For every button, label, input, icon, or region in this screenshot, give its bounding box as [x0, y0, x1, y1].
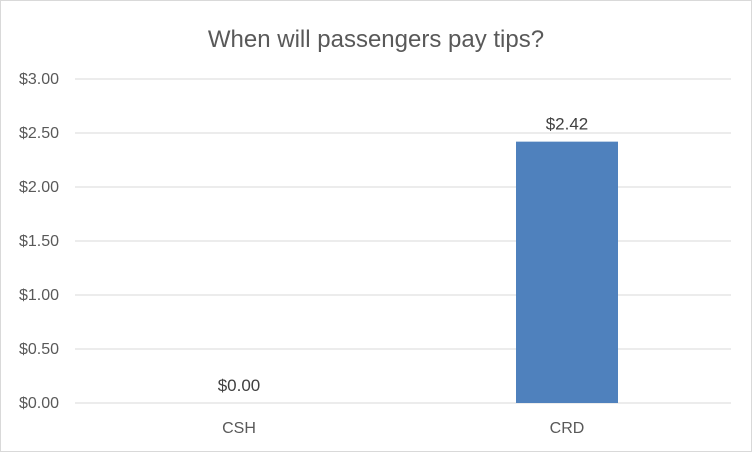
category-label-crd: CRD [550, 420, 585, 437]
data-label-csh: $0.00 [218, 376, 261, 395]
y-tick-label: $1.50 [19, 233, 59, 250]
y-tick-label: $2.00 [19, 179, 59, 196]
bars [516, 141, 618, 403]
y-tick-label: $0.50 [19, 341, 59, 358]
y-tick-label: $3.00 [19, 71, 59, 88]
y-tick-label: $0.00 [19, 395, 59, 412]
data-labels: $0.00 $2.42 [218, 115, 589, 395]
x-axis-category-labels: CSH CRD [222, 420, 584, 437]
y-tick-label: $1.00 [19, 287, 59, 304]
y-axis-tick-labels: $0.00 $0.50 $1.00 $1.50 $2.00 $2.50 $3.00 [19, 71, 59, 412]
chart-title: When will passengers pay tips? [208, 26, 544, 53]
bar-crd [516, 141, 618, 403]
data-label-crd: $2.42 [546, 115, 589, 134]
y-tick-label: $2.50 [19, 125, 59, 142]
category-label-csh: CSH [222, 420, 256, 437]
gridlines [75, 78, 731, 404]
